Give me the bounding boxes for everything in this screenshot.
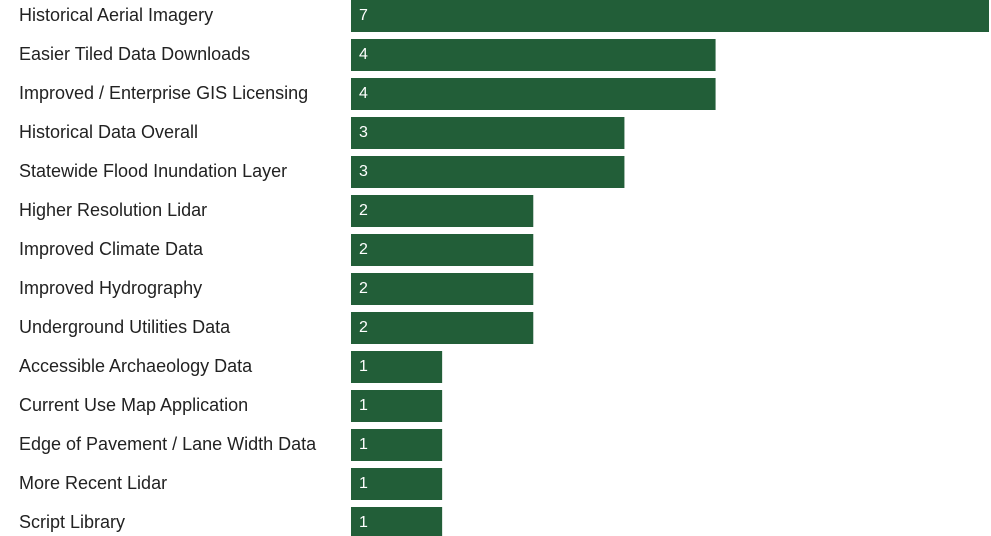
category-label: Edge of Pavement / Lane Width Data — [19, 434, 317, 454]
value-label: 1 — [359, 436, 368, 453]
value-label: 4 — [359, 85, 368, 102]
value-label: 2 — [359, 319, 368, 336]
value-label: 2 — [359, 280, 368, 297]
bar — [351, 312, 534, 344]
category-label: Current Use Map Application — [19, 395, 248, 415]
bar — [351, 0, 989, 32]
value-label: 1 — [359, 514, 368, 531]
value-label: 2 — [359, 241, 368, 258]
category-label: Script Library — [19, 512, 125, 532]
bar — [351, 39, 716, 71]
category-label: Improved / Enterprise GIS Licensing — [19, 83, 308, 103]
category-label: Accessible Archaeology Data — [19, 356, 253, 376]
value-label: 1 — [359, 358, 368, 375]
bar — [351, 390, 443, 422]
category-label: Improved Hydrography — [19, 278, 202, 298]
bar — [351, 117, 625, 149]
category-label: Easier Tiled Data Downloads — [19, 44, 250, 64]
value-label: 1 — [359, 475, 368, 492]
category-label: Statewide Flood Inundation Layer — [19, 161, 287, 181]
value-label: 4 — [359, 46, 368, 63]
value-label: 7 — [359, 7, 368, 24]
bar — [351, 507, 443, 536]
bar — [351, 351, 443, 383]
category-label: Improved Climate Data — [19, 239, 204, 259]
value-label: 3 — [359, 163, 368, 180]
bar — [351, 429, 443, 461]
category-label: Historical Data Overall — [19, 122, 198, 142]
value-label: 1 — [359, 397, 368, 414]
bar — [351, 195, 534, 227]
bar — [351, 273, 534, 305]
bar — [351, 468, 443, 500]
category-label: Higher Resolution Lidar — [19, 200, 207, 220]
bar — [351, 234, 534, 266]
category-label: More Recent Lidar — [19, 473, 167, 493]
value-label: 2 — [359, 202, 368, 219]
bar — [351, 156, 625, 188]
bar — [351, 78, 716, 110]
value-label: 3 — [359, 124, 368, 141]
category-label: Historical Aerial Imagery — [19, 5, 213, 25]
category-label: Underground Utilities Data — [19, 317, 231, 337]
